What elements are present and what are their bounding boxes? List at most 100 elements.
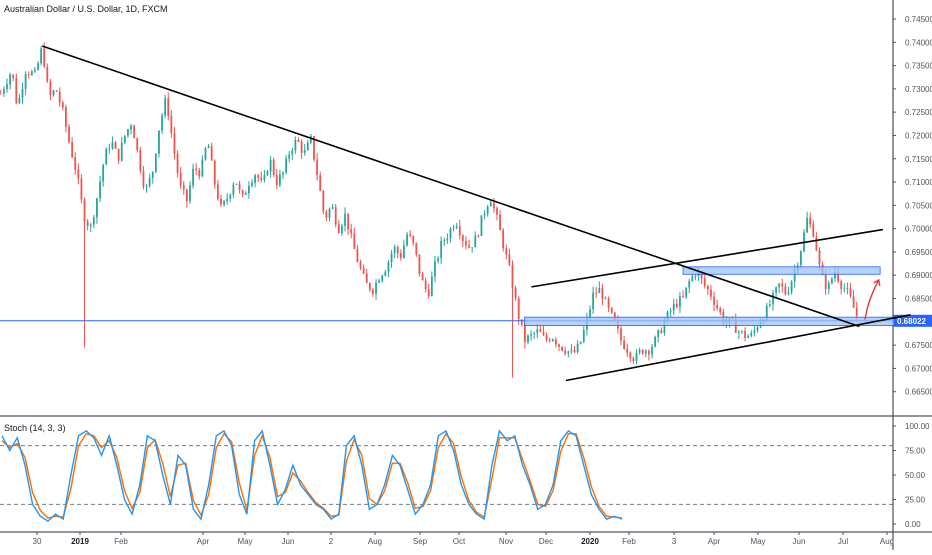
- candle-body[interactable]: [288, 154, 291, 159]
- candle-body[interactable]: [545, 335, 548, 340]
- candle-body[interactable]: [654, 337, 657, 347]
- candle-body[interactable]: [229, 194, 232, 199]
- candle-body[interactable]: [96, 198, 98, 218]
- candle-body[interactable]: [350, 229, 353, 234]
- candle-body[interactable]: [375, 282, 377, 294]
- candle-body[interactable]: [238, 183, 241, 191]
- candle-body[interactable]: [325, 211, 328, 218]
- candle-body[interactable]: [558, 344, 560, 347]
- candle-body[interactable]: [353, 233, 356, 249]
- candle-body[interactable]: [105, 149, 108, 165]
- candle-body[interactable]: [223, 201, 225, 205]
- candle-body[interactable]: [151, 171, 154, 178]
- candle-body[interactable]: [551, 339, 554, 342]
- candle-body[interactable]: [65, 107, 67, 127]
- candle-body[interactable]: [145, 186, 148, 187]
- candle-body[interactable]: [167, 98, 170, 117]
- candle-body[interactable]: [319, 175, 322, 191]
- candle-body[interactable]: [629, 352, 632, 359]
- candle-body[interactable]: [818, 250, 821, 265]
- candle-body[interactable]: [843, 288, 846, 290]
- candle-body[interactable]: [74, 157, 77, 170]
- candle-body[interactable]: [424, 280, 427, 290]
- candle-body[interactable]: [613, 312, 616, 321]
- candle-body[interactable]: [92, 217, 95, 225]
- candle-body[interactable]: [672, 303, 675, 311]
- candle-body[interactable]: [452, 227, 455, 229]
- candle-body[interactable]: [502, 230, 505, 249]
- candle-body[interactable]: [226, 198, 229, 202]
- candle-body[interactable]: [77, 169, 80, 179]
- candle-body[interactable]: [117, 148, 120, 161]
- candle-body[interactable]: [840, 281, 843, 289]
- candle-body[interactable]: [49, 81, 52, 96]
- candle-body[interactable]: [322, 190, 325, 212]
- candle-body[interactable]: [204, 148, 207, 160]
- candle-body[interactable]: [824, 274, 827, 290]
- candle-body[interactable]: [372, 289, 374, 294]
- candle-body[interactable]: [114, 142, 117, 149]
- candle-body[interactable]: [244, 193, 247, 195]
- candle-body[interactable]: [648, 350, 650, 355]
- candle-body[interactable]: [61, 102, 64, 108]
- candle-body[interactable]: [40, 48, 43, 64]
- candle-body[interactable]: [685, 287, 688, 297]
- candle-body[interactable]: [455, 226, 458, 228]
- candle-body[interactable]: [334, 207, 337, 225]
- candle-body[interactable]: [741, 331, 743, 332]
- candle-body[interactable]: [356, 248, 359, 263]
- candle-body[interactable]: [390, 253, 393, 263]
- candle-body[interactable]: [133, 125, 136, 139]
- candle-body[interactable]: [604, 298, 607, 300]
- candle-body[interactable]: [660, 330, 663, 333]
- candle-body[interactable]: [834, 272, 836, 279]
- candle-body[interactable]: [573, 350, 576, 353]
- candle-body[interactable]: [15, 77, 18, 104]
- candle-body[interactable]: [421, 273, 424, 281]
- candle-body[interactable]: [30, 71, 33, 75]
- candle-body[interactable]: [136, 138, 139, 151]
- candle-body[interactable]: [852, 296, 855, 308]
- candle-body[interactable]: [344, 213, 346, 226]
- candle-body[interactable]: [9, 74, 12, 85]
- candle-body[interactable]: [99, 181, 101, 199]
- candle-body[interactable]: [536, 329, 539, 334]
- candle-body[interactable]: [508, 254, 511, 265]
- candle-body[interactable]: [790, 281, 793, 293]
- candle-body[interactable]: [254, 175, 256, 183]
- candle-body[interactable]: [337, 224, 340, 234]
- candle-body[interactable]: [527, 335, 529, 343]
- candle-body[interactable]: [564, 350, 567, 354]
- candle-body[interactable]: [691, 275, 694, 281]
- candle-body[interactable]: [499, 214, 501, 231]
- candle-body[interactable]: [768, 304, 771, 306]
- candle-body[interactable]: [474, 235, 477, 248]
- candle-body[interactable]: [198, 170, 201, 177]
- candle-body[interactable]: [365, 273, 368, 284]
- candle-body[interactable]: [744, 331, 746, 338]
- candle-body[interactable]: [275, 175, 278, 186]
- candle-body[interactable]: [449, 228, 452, 239]
- candle-body[interactable]: [554, 339, 557, 345]
- candle-body[interactable]: [378, 280, 381, 283]
- candle-body[interactable]: [52, 90, 55, 96]
- candle-body[interactable]: [669, 310, 672, 312]
- candle-body[interactable]: [316, 159, 319, 176]
- candle-body[interactable]: [24, 74, 27, 89]
- candle-body[interactable]: [514, 287, 517, 299]
- candle-body[interactable]: [570, 350, 573, 352]
- candle-body[interactable]: [403, 245, 405, 258]
- candle-body[interactable]: [461, 235, 464, 242]
- candle-body[interactable]: [815, 236, 818, 251]
- candle-body[interactable]: [567, 351, 570, 354]
- candle-body[interactable]: [756, 327, 759, 331]
- candle-body[interactable]: [737, 331, 740, 333]
- candle-body[interactable]: [641, 349, 644, 354]
- candle-body[interactable]: [201, 159, 204, 177]
- candle-body[interactable]: [437, 258, 439, 262]
- candle-body[interactable]: [257, 175, 260, 178]
- candle-body[interactable]: [492, 202, 495, 209]
- candle-body[interactable]: [719, 308, 722, 313]
- candle-body[interactable]: [440, 240, 443, 259]
